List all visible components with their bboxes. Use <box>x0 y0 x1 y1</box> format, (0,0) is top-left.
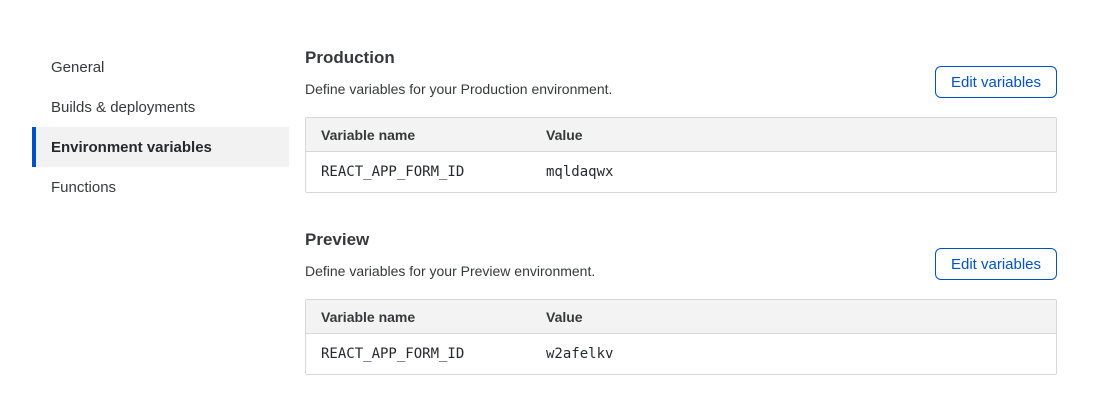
column-header-variable-name: Variable name <box>321 126 416 143</box>
table-header-row: Variable name Value <box>306 300 1056 334</box>
sidebar-item-label: Environment variables <box>51 138 212 156</box>
preview-section-header: Preview Define variables for your Previe… <box>305 229 1057 280</box>
sidebar-item-environment-variables[interactable]: Environment variables <box>32 127 289 167</box>
production-section: Production Define variables for your Pro… <box>305 47 1057 193</box>
sidebar-item-builds-deployments[interactable]: Builds & deployments <box>32 87 289 127</box>
edit-variables-button-production[interactable]: Edit variables <box>935 66 1057 98</box>
preview-section-titles: Preview Define variables for your Previe… <box>305 229 595 280</box>
production-variables-table: Variable name Value REACT_APP_FORM_ID mq… <box>305 117 1057 193</box>
production-title: Production <box>305 48 395 67</box>
column-header-value: Value <box>546 126 583 143</box>
preview-title: Preview <box>305 230 370 249</box>
production-section-header: Production Define variables for your Pro… <box>305 47 1057 98</box>
sidebar-item-label: General <box>51 58 105 76</box>
production-description: Define variables for your Production env… <box>305 81 613 97</box>
preview-section: Preview Define variables for your Previe… <box>305 229 1057 375</box>
production-section-titles: Production Define variables for your Pro… <box>305 47 612 98</box>
table-row: REACT_APP_FORM_ID mqldaqwx <box>306 152 1056 192</box>
column-header-value: Value <box>546 308 583 325</box>
settings-page: General Builds & deployments Environment… <box>32 47 1057 411</box>
variable-value-cell: mqldaqwx <box>546 164 614 180</box>
settings-sidebar: General Builds & deployments Environment… <box>32 47 289 411</box>
column-header-variable-name: Variable name <box>321 308 416 325</box>
sidebar-item-general[interactable]: General <box>32 47 289 87</box>
environment-variables-panel: Production Define variables for your Pro… <box>305 47 1057 411</box>
variable-value-cell: w2afelkv <box>546 346 614 362</box>
preview-description: Define variables for your Preview enviro… <box>305 263 596 279</box>
sidebar-item-functions[interactable]: Functions <box>32 167 289 207</box>
table-row: REACT_APP_FORM_ID w2afelkv <box>306 334 1056 374</box>
edit-variables-button-preview[interactable]: Edit variables <box>935 248 1057 280</box>
sidebar-item-label: Builds & deployments <box>51 98 196 116</box>
table-header-row: Variable name Value <box>306 118 1056 152</box>
preview-variables-table: Variable name Value REACT_APP_FORM_ID w2… <box>305 299 1057 375</box>
variable-name-cell: REACT_APP_FORM_ID <box>321 164 465 180</box>
sidebar-item-label: Functions <box>51 178 117 196</box>
variable-name-cell: REACT_APP_FORM_ID <box>321 346 465 362</box>
